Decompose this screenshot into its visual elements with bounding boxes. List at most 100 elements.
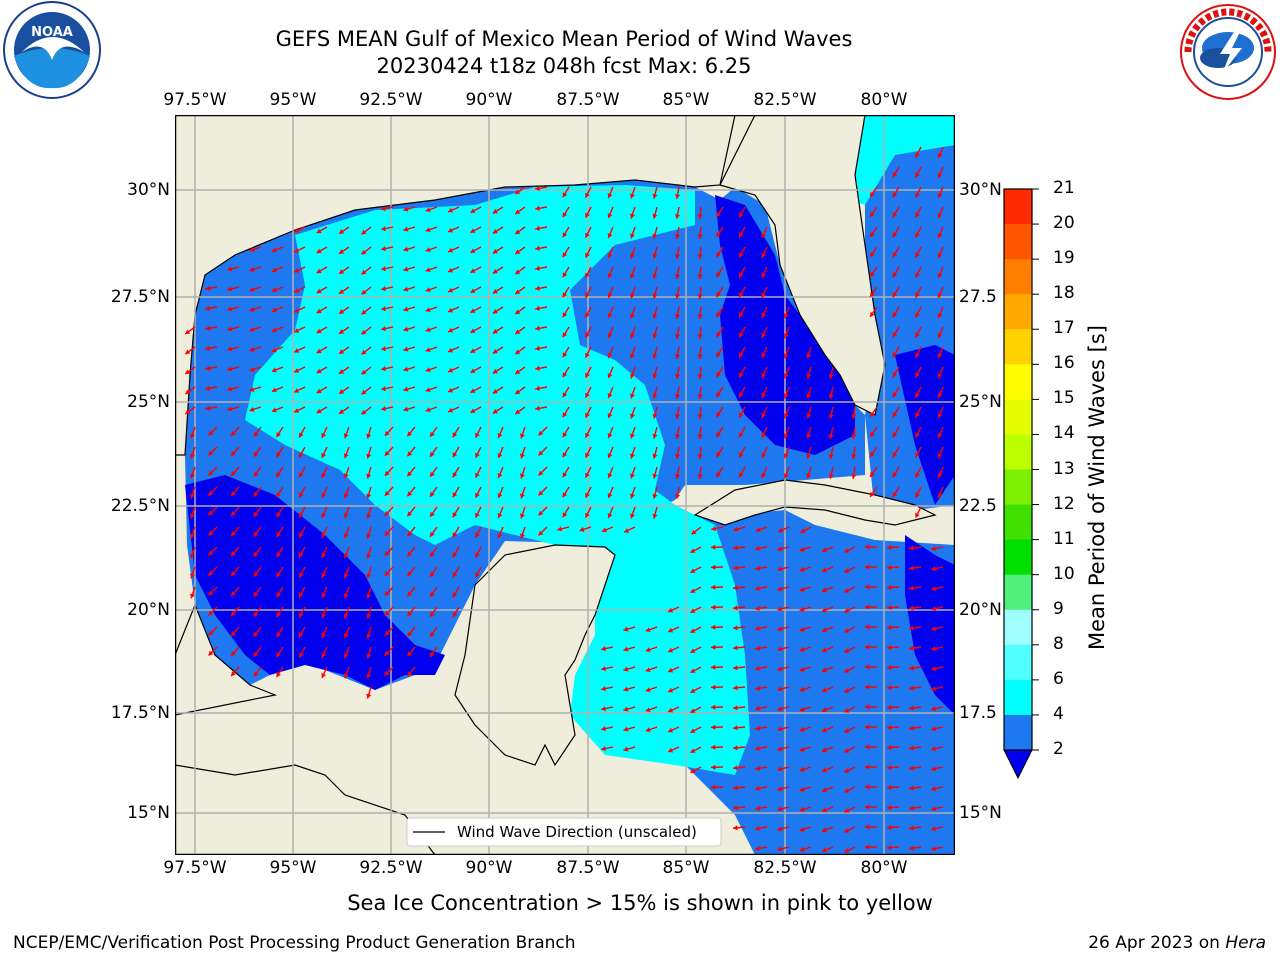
wave-arrow-head [870,471,875,477]
wave-arrow-head [538,430,544,436]
wave-arrow-head [828,473,834,479]
wave-arrow-head [425,227,431,233]
wave-arrow-head [711,764,716,770]
wave-arrow-head [475,532,480,538]
wave-arrow-head [535,185,540,191]
wave-arrow-head [623,626,629,632]
wave-arrow-head [645,627,651,633]
wave-arrow-head [231,451,236,457]
wave-arrow-head [585,392,590,398]
wave-arrow-head [915,272,920,278]
wave-arrow-head [470,408,476,413]
wave-arrow-head [185,389,191,395]
wave-arrow-head [739,292,744,298]
wave-arrow-head [492,268,498,274]
wave-arrow-head [407,451,413,457]
wave-arrow-head [448,347,453,353]
wave-arrow-head [425,347,431,353]
wave-arrow-head [601,527,607,533]
wave-arrow-head [777,706,783,712]
wave-arrow-head [937,253,943,259]
colorbar-segment [1004,294,1032,330]
wave-arrow-head [585,472,590,478]
wave-arrow-head [361,349,367,355]
lat-label-right: 22.5 [959,496,997,516]
wave-arrow-head [739,332,744,338]
wave-arrow-head [384,510,390,516]
lon-label-top: 80°W [860,90,908,110]
wave-arrow-head [892,252,898,258]
wave-arrow-head [249,306,255,312]
wave-arrow-head [585,372,590,378]
wave-arrow-head [535,265,540,271]
wave-arrow-head [828,453,834,459]
wave-arrow-head [716,292,721,298]
wave-arrow-head [623,726,629,732]
lat-label-right: 20°N [959,600,1002,620]
colorbar-segment [1004,399,1032,435]
lat-label-left: 17.5°N [110,703,170,723]
wave-arrow-head [231,551,236,557]
wave-arrow-head [870,491,875,497]
wave-arrow-head [190,453,195,459]
wave-arrow-head [343,613,349,619]
wave-arrow-head [887,644,892,651]
wave-arrow-head [276,532,281,538]
wave-arrow-head [208,430,214,436]
wave-arrow-head [366,653,372,659]
wave-arrow-head [870,231,875,237]
plot-subtitle: 20230424 t18z 048h fcst Max: 6.25 [376,54,752,78]
wave-arrow-head [755,545,760,551]
wave-arrow-head [668,727,673,733]
wave-arrow-head [711,584,716,590]
wave-arrow-head [535,245,540,251]
wave-arrow-head [821,827,827,833]
wave-arrow-head [887,844,892,851]
wave-arrow-head [470,328,476,333]
wave-arrow-head [249,386,255,392]
footer-date: 26 Apr 2023 on Hera [1088,933,1266,953]
colorbar-tick-label: 18 [1053,283,1075,304]
wave-arrow-head [249,326,255,332]
wave-arrow-head [844,688,850,693]
wave-arrow-head [585,352,590,358]
wave-arrow-head [844,608,850,613]
wave-arrow-head [535,305,540,311]
wave-arrow-head [931,706,936,712]
wave-arrow-head [844,548,850,553]
colorbar-tick-label: 12 [1053,493,1075,514]
wave-arrow-head [492,328,498,334]
wave-arrow-head [276,672,281,678]
wave-arrow-head [276,472,281,478]
wave-arrow-head [799,826,805,832]
wave-arrow-head [339,409,345,414]
wave-arrow-head [403,366,409,372]
wave-arrow-head [407,511,413,517]
wave-arrow-head [316,288,322,294]
wave-arrow-head [739,392,744,398]
wave-arrow-head [711,744,716,750]
wave-arrow-head [821,547,827,553]
wave-arrow-head [343,493,349,499]
wave-arrow-head [865,844,870,850]
wave-arrow-head [821,787,827,793]
wave-arrow-head [276,432,281,438]
wave-arrow-head [690,708,696,713]
wave-arrow-head [915,212,920,218]
wave-arrow-head [557,526,563,532]
wave-arrow-head [249,266,255,272]
wave-arrow-head [733,765,738,771]
lat-label-left: 20°N [127,600,170,620]
wave-arrow-head [690,748,696,753]
wave-arrow-head [381,206,386,212]
wave-arrow-head [294,348,300,353]
wave-arrow-head [205,385,210,391]
wave-arrow-head [652,513,658,519]
wave-arrow-head [909,845,914,851]
wave-arrow-head [538,450,544,456]
wave-arrow-head [892,172,898,178]
wave-arrow-head [892,472,898,478]
wave-arrow-head [690,668,696,673]
wave-arrow-head [645,687,651,693]
wave-arrow-head [652,353,658,359]
